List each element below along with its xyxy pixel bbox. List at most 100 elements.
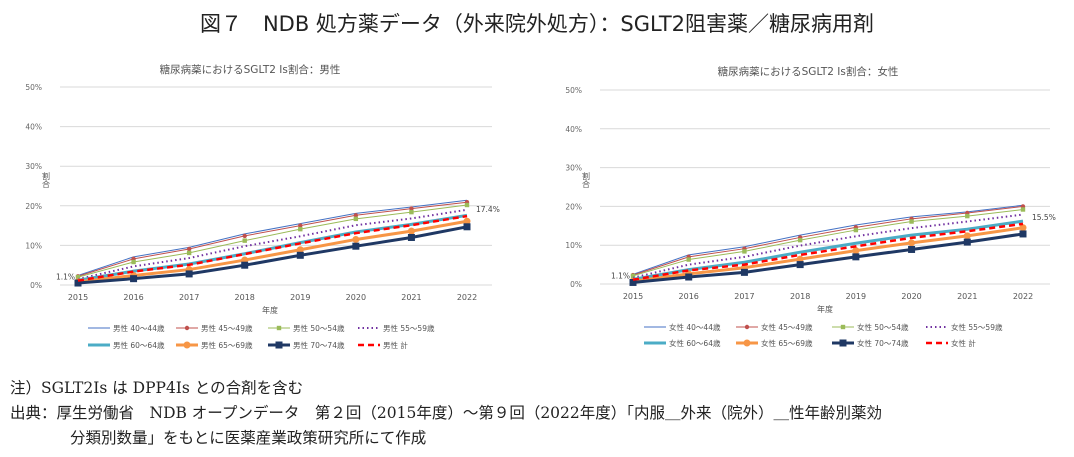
note-text: 注）SGLT2Is は DPP4Is との合剤を含む [10,379,304,397]
series-line [77,199,468,276]
series-line [632,213,1024,279]
series-line [632,205,1024,276]
y-tick-label: 10% [565,241,582,250]
legend-item: 男性 40～44歳 [88,323,165,333]
legend-label: 女性 65～69歳 [761,338,813,348]
source-text-line2: 分類別数量」をもとに医薬産業政策研究所にて作成 [70,429,427,447]
series-2 [75,202,470,280]
data-point [276,325,282,331]
x-tick-label: 2022 [1013,292,1033,301]
x-tick-label: 2021 [957,292,977,301]
series-line [77,225,468,285]
data-point [742,249,747,254]
data-point [183,341,191,349]
x-tick-label: 2021 [401,293,421,302]
data-point [797,237,803,243]
series-0 [632,204,1024,275]
data-point [853,227,859,233]
chart-female: 糖尿病薬におけるSGLT2 Is割合：女性 0% 10% 20% 30% 40% 50% 20… [565,65,1056,348]
data-point [909,219,914,224]
data-point [296,246,304,254]
y-tick-label: 0% [30,281,42,290]
source-text-line1: 出典：厚生労働省 NDB オープンデータ 第２回（2015年度）～第９回（202… [10,404,883,422]
legend-item: 女性 50～54歳 [832,322,909,332]
data-point [1019,230,1027,238]
series-7 [632,222,1024,281]
data-point [75,274,81,280]
legend-label: 女性 70～74歳 [857,338,909,348]
x-tick-label: 2020 [346,293,366,302]
data-point [298,226,303,232]
data-point [186,246,192,252]
data-point [965,213,970,219]
data-label-last: 15.5% [1032,213,1056,222]
data-point [963,238,971,246]
data-point [184,325,190,331]
x-tick-label: 2016 [679,292,699,301]
data-point [840,324,846,330]
series-line [77,219,468,284]
series-2 [630,207,1026,279]
series-6 [629,230,1027,286]
legend-label: 男性 40～44歳 [113,323,165,333]
x-tick-label: 2016 [123,293,143,302]
charts-canvas: 糖尿病薬におけるSGLT2 Is割合：男性 0% 10% 20% 30% 40% 50% 20… [25,63,1056,350]
legend-item: 女性 45～49歳 [736,322,813,332]
x-axis-label: 年度 [817,304,833,314]
figure-title: 図７ NDB 処方薬データ（外来院外処方）：SGLT2阻害薬／糖尿病用剤 [199,12,875,36]
data-point [630,273,636,279]
x-tick-label: 2022 [457,293,477,302]
x-axis-label: 年度 [262,305,278,315]
data-point [407,233,415,241]
legend-label: 女性 40～44歳 [669,322,721,332]
x-tick-label: 2018 [790,292,810,301]
x-tick-label: 2019 [290,293,310,302]
data-point [296,251,304,259]
legend-item: 女性 65～69歳 [736,338,813,348]
x-tick-label: 2015 [623,292,643,301]
legend-label: 男性 計 [383,340,408,350]
y-axis-label: 割合 [42,171,51,189]
data-point [743,339,751,347]
data-label-first: 1.1% [611,272,630,281]
data-point [409,209,414,215]
data-point [241,261,249,269]
data-point [852,247,860,255]
y-tick-label: 20% [565,202,582,211]
data-point [685,273,693,281]
y-tick-label: 50% [565,86,582,95]
legend-label: 男性 55～59歳 [383,323,435,333]
legend-item: 女性 55～59歳 [926,322,1003,332]
data-point [796,261,804,269]
data-point [352,242,360,250]
series-line [77,204,468,278]
chart-title: 糖尿病薬におけるSGLT2 Is割合：男性 [160,63,341,76]
data-point [963,232,971,240]
legend-label: 男性 65～69歳 [201,340,253,350]
legend-item: 女性 60～64歳 [644,338,721,348]
y-tick-label: 20% [25,202,42,211]
y-tick-label: 50% [25,83,42,92]
legend-item: 男性 計 [358,340,408,350]
data-point [186,250,192,256]
legend-item: 男性 70～74歳 [268,340,345,350]
data-point [131,259,136,265]
legend-item: 女性 計 [926,338,976,348]
data-point [463,217,471,225]
series-0 [77,199,468,276]
chart-male: 糖尿病薬におけるSGLT2 Is割合：男性 0% 10% 20% 30% 40% 50% 20… [25,63,500,350]
series-line [632,209,1024,277]
legend-label: 女性 60～64歳 [669,338,721,348]
data-point [298,223,303,228]
data-point [464,202,470,208]
series-line [77,208,468,281]
data-point [629,278,637,286]
y-axis-label: 割合 [582,171,591,189]
legend-label: 女性 45～49歳 [761,322,813,332]
legend-item: 女性 40～44歳 [644,322,721,332]
data-point [839,339,847,347]
data-point [796,255,804,263]
y-tick-label: 30% [565,164,582,173]
data-point [740,268,748,276]
data-label-last: 17.4% [476,205,500,214]
